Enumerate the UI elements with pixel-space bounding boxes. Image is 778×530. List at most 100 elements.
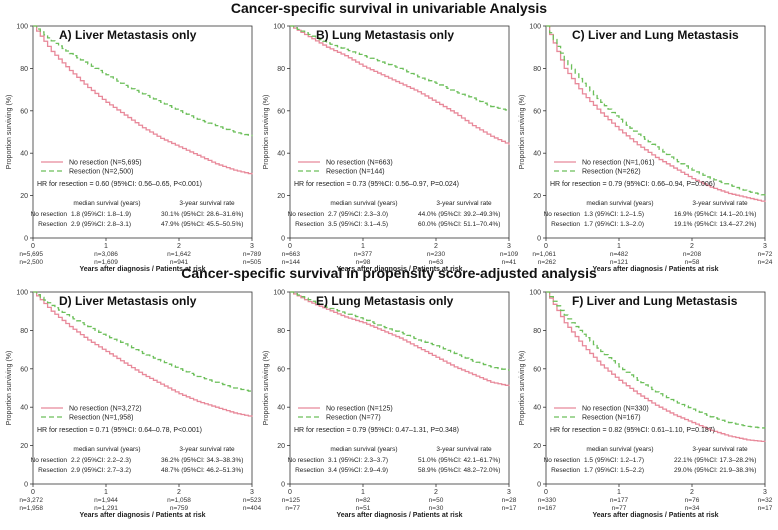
table-header-median: median survival (years): [73, 446, 140, 453]
table-row-label: Resection: [38, 221, 67, 228]
legend-label: Resection (N=262): [582, 169, 641, 176]
table-cell-median: 1.7 (95%CI: 1.5–2.2): [584, 467, 644, 474]
y-tick-label: 80: [277, 66, 285, 73]
hazard-ratio-text: HR for resection = 0.71 (95%CI: 0.64–0.7…: [37, 427, 202, 434]
legend-label: Resection (N=1,958): [69, 415, 133, 422]
y-tick-label: 80: [20, 328, 28, 335]
x-tick-label: 2: [434, 243, 438, 250]
table-cell-3yr: 60.0% (95%CI: 51.1–70.4%): [418, 221, 500, 228]
x-tick-label: 1: [617, 489, 621, 496]
hazard-ratio-text: HR for resection = 0.79 (95%CI: 0.47–1.3…: [294, 427, 459, 434]
table-cell-median: 1.8 (95%CI: 1.8–1.9): [71, 211, 131, 218]
table-cell-3yr: 51.0% (95%CI: 42.1–61.7%): [418, 457, 500, 464]
y-tick-label: 80: [533, 328, 541, 335]
legend-label: No resection (N=5,695): [69, 160, 142, 167]
y-tick-label: 100: [273, 290, 285, 297]
at-risk-value: n=404: [243, 505, 262, 512]
at-risk-value: n=51: [356, 505, 371, 512]
x-tick-label: 3: [763, 489, 767, 496]
hazard-ratio-text: HR for resection = 0.60 (95%CI: 0.56–0.6…: [37, 181, 202, 188]
table-cell-3yr: 29.0% (95%CI: 21.9–38.3%): [674, 467, 756, 474]
x-axis-label: Years after diagnosis / Patients at risk: [79, 512, 205, 519]
y-tick-label: 0: [281, 482, 285, 489]
at-risk-value: n=208: [683, 251, 702, 258]
x-tick-label: 2: [177, 243, 181, 250]
x-tick-label: 1: [361, 489, 365, 496]
y-tick-label: 40: [277, 405, 285, 412]
panel-title: C) Liver and Lung Metastasis: [572, 28, 739, 42]
plot-frame: [32, 25, 253, 239]
at-risk-value: n=789: [243, 251, 262, 258]
table-cell-3yr: 22.1% (95%CI: 17.3–28.2%): [674, 457, 756, 464]
table-row-label: Resection: [551, 467, 580, 474]
at-risk-value: n=330: [538, 497, 557, 504]
y-tick-label: 60: [20, 366, 28, 373]
at-risk-value: n=72: [758, 251, 773, 258]
table-header-3yr: 3-year survival rate: [179, 200, 235, 207]
table-cell-3yr: 58.9% (95%CI: 48.2–72.0%): [418, 467, 500, 474]
at-risk-value: n=177: [610, 497, 629, 504]
at-risk-value: n=17: [502, 505, 517, 512]
at-risk-value: n=5,695: [19, 251, 43, 258]
y-tick-label: 60: [533, 366, 541, 373]
legend-label: Resection (N=167): [582, 415, 641, 422]
section-title-univariable: Cancer-specific survival in univariable …: [230, 0, 548, 16]
x-tick-label: 0: [31, 489, 35, 496]
at-risk-value: n=1,291: [94, 505, 118, 512]
y-tick-label: 100: [16, 290, 28, 297]
panel-title: F) Liver and Lung Metastasis: [572, 294, 738, 308]
legend-label: No resection (N=330): [582, 406, 649, 413]
table-header-3yr: 3-year survival rate: [179, 446, 235, 453]
x-tick-label: 1: [361, 243, 365, 250]
table-cell-median: 2.7 (95%CI: 2.3–3.0): [328, 211, 388, 218]
x-tick-label: 3: [763, 243, 767, 250]
table-row-label: Resection: [551, 221, 580, 228]
plot-frame: [545, 25, 766, 239]
curve-no-resection: [546, 291, 766, 443]
at-risk-value: n=167: [538, 505, 557, 512]
table-row-label: Resection: [295, 221, 324, 228]
y-tick-label: 60: [20, 108, 28, 115]
x-tick-label: 3: [250, 489, 254, 496]
km-panel-5: 0 20 40 60 80 100 0 1 2 3 Proportion surviving (%)…: [263, 290, 517, 520]
at-risk-value: n=1,061: [532, 251, 556, 258]
y-axis-label: Proportion surviving (%): [519, 351, 526, 426]
at-risk-value: n=28: [502, 497, 517, 504]
at-risk-value: n=941: [170, 259, 189, 266]
y-axis-label: Proportion surviving (%): [6, 95, 13, 170]
y-tick-label: 0: [24, 236, 28, 243]
legend-label: Resection (N=144): [326, 169, 385, 176]
y-tick-label: 40: [20, 405, 28, 412]
x-tick-label: 1: [104, 489, 108, 496]
table-cell-3yr: 16.9% (95%CI: 14.1–20.1%): [674, 211, 756, 218]
x-tick-label: 0: [31, 243, 35, 250]
table-cell-median: 2.9 (95%CI: 2.7–3.2): [71, 467, 131, 474]
at-risk-value: n=144: [282, 259, 301, 266]
y-tick-label: 60: [277, 366, 285, 373]
table-header-3yr: 3-year survival rate: [436, 446, 492, 453]
x-tick-label: 1: [104, 243, 108, 250]
table-cell-3yr: 19.1% (95%CI: 13.4–27.2%): [674, 221, 756, 228]
y-tick-label: 0: [537, 236, 541, 243]
at-risk-value: n=77: [285, 505, 300, 512]
y-axis-label: Proportion surviving (%): [263, 95, 270, 170]
at-risk-value: n=1,642: [167, 251, 191, 258]
at-risk-value: n=482: [610, 251, 629, 258]
at-risk-value: n=1,958: [19, 505, 43, 512]
x-axis-label: Years after diagnosis / Patients at risk: [336, 512, 462, 519]
x-tick-label: 3: [250, 243, 254, 250]
table-cell-median: 2.2 (95%CI: 2.2–2.3): [71, 457, 131, 464]
at-risk-value: n=1,944: [94, 497, 118, 504]
at-risk-value: n=121: [610, 259, 629, 266]
table-header-median: median survival (years): [330, 200, 397, 207]
plot-frame: [32, 291, 253, 485]
table-cell-3yr: 47.9% (95%CI: 45.5–50.5%): [161, 221, 243, 228]
legend-label: No resection (N=1,061): [582, 160, 655, 167]
at-risk-value: n=377: [354, 251, 373, 258]
y-tick-label: 20: [533, 193, 541, 200]
x-tick-label: 0: [288, 489, 292, 496]
at-risk-value: n=98: [356, 259, 371, 266]
table-row-label: No resection: [544, 457, 581, 464]
y-tick-label: 100: [529, 24, 541, 31]
